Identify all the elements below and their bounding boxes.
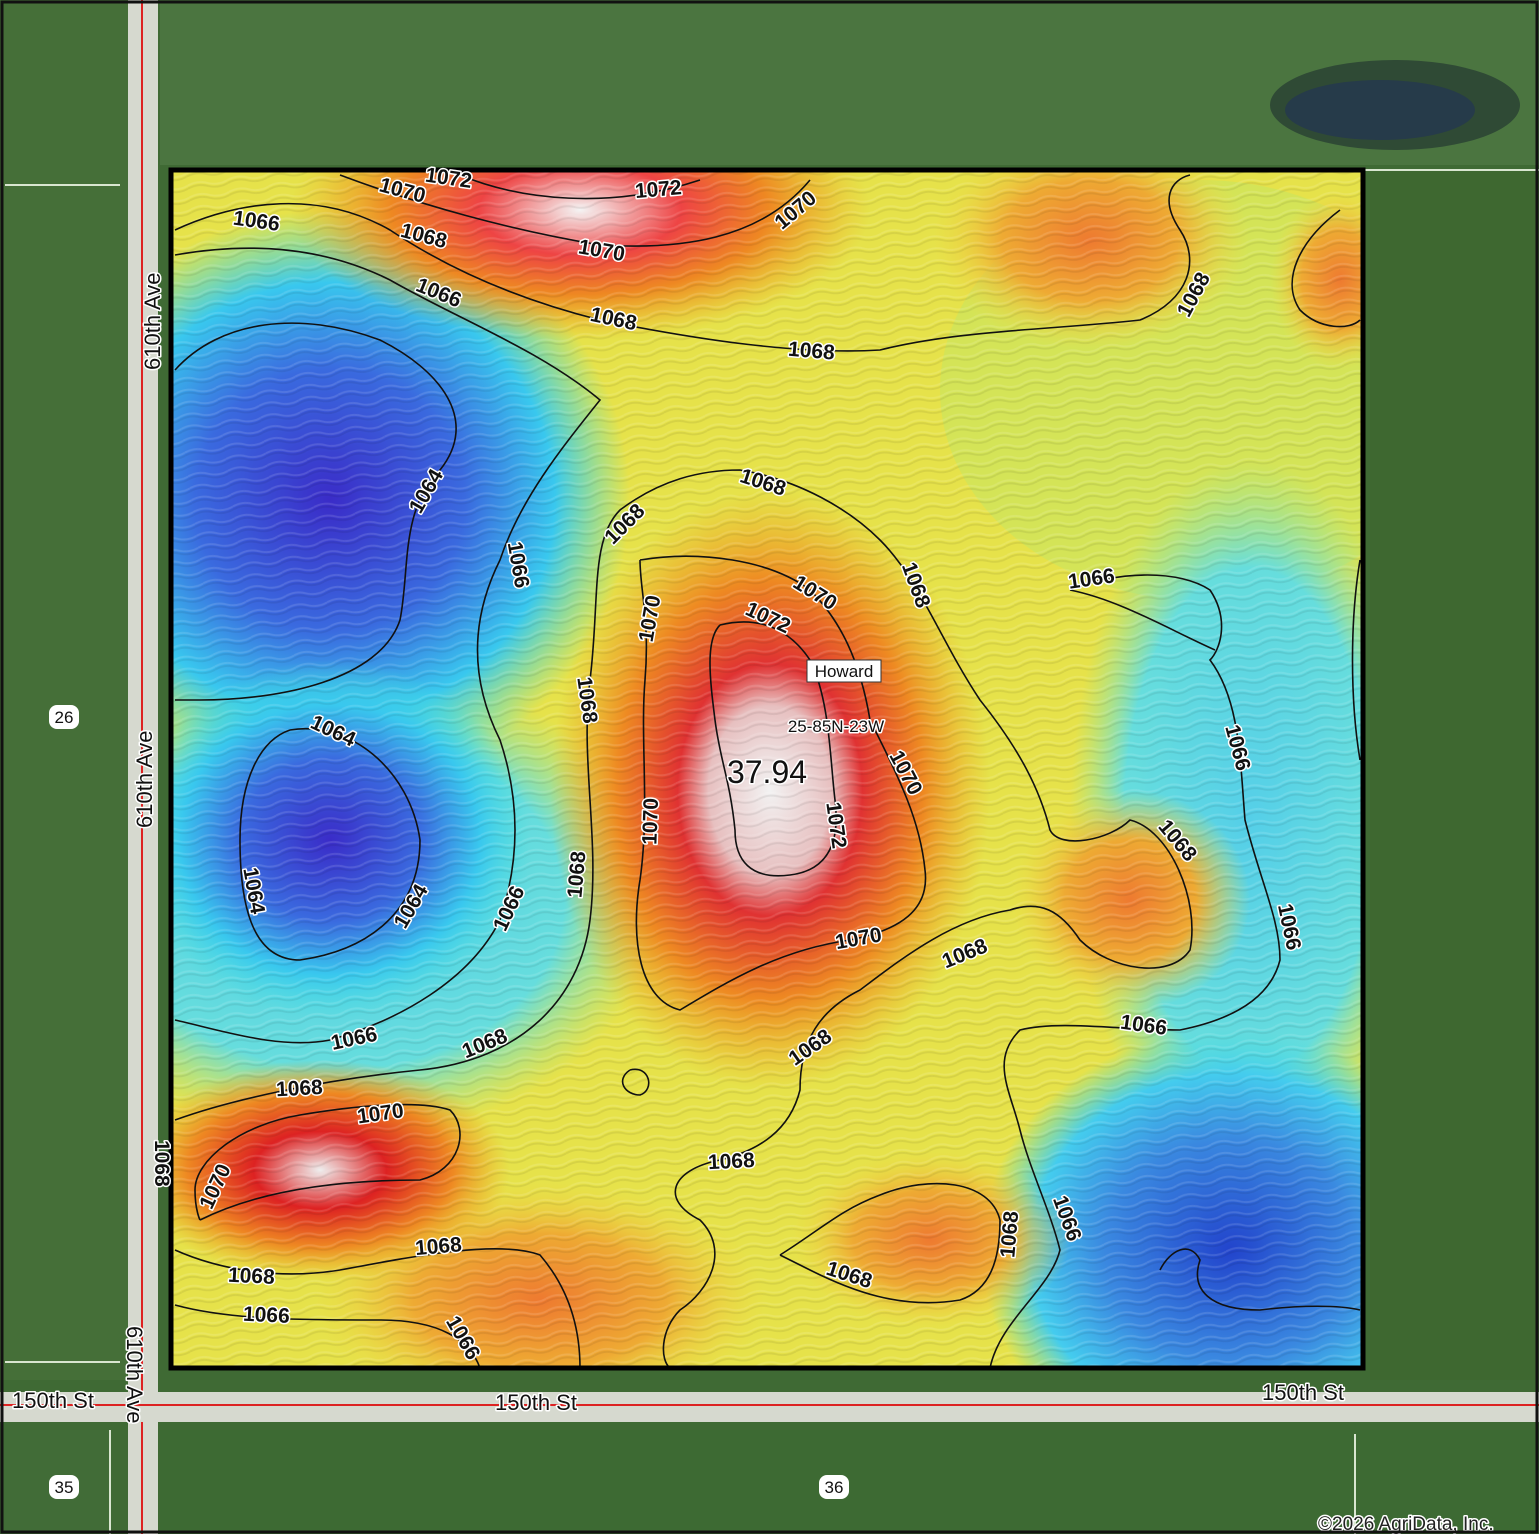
elevation-heatmap	[171, 170, 1363, 1368]
contour-label: 1068	[414, 1233, 463, 1260]
section-label-35: 35	[55, 1478, 74, 1497]
legal-description: 25-85N-23W	[788, 717, 884, 736]
road-label-610th-ave-south: 610th Ave	[122, 1326, 147, 1423]
field-boundary	[168, 167, 1366, 1371]
contour-label: 1066	[242, 1303, 290, 1328]
contour-label: 1068	[227, 1264, 275, 1289]
copyright: ©2026 AgriData, Inc.	[1318, 1514, 1494, 1534]
acreage: 37.94	[727, 754, 807, 790]
road-label-150th-st-west: 150th St	[12, 1388, 94, 1413]
road-label-150th-st-east: 150th St	[1262, 1380, 1344, 1405]
contour-label: 1072	[634, 176, 683, 203]
road-label-610th-ave-north: 610th Ave	[140, 273, 165, 370]
field-name-box	[806, 659, 882, 683]
contour-label: 1068	[150, 1140, 173, 1187]
section-label-36: 36	[825, 1478, 844, 1497]
contour-lines	[174, 174, 1361, 1369]
contour-label: 1070	[356, 1099, 405, 1128]
contour-label: 1068	[707, 1149, 755, 1174]
field-labels: Howard 25-85N-23W 37.94	[725, 659, 886, 792]
section-label-26: 26	[55, 708, 74, 727]
contour-label: 1068	[787, 338, 836, 365]
road-label-150th-st-middle: 150th St	[495, 1390, 577, 1415]
section-labels: 26 35 36	[49, 705, 849, 1499]
contour-label: 1068	[563, 850, 590, 899]
contour-label: 1068	[996, 1210, 1023, 1259]
road-labels: 610th Ave 610th Ave 610th Ave 150th St 1…	[11, 271, 1346, 1425]
contour-label: 1068	[275, 1076, 323, 1101]
field-name: Howard	[815, 662, 874, 681]
road-label-610th-ave-middle: 610th Ave	[132, 731, 157, 828]
contour-label: 1070	[638, 798, 663, 845]
